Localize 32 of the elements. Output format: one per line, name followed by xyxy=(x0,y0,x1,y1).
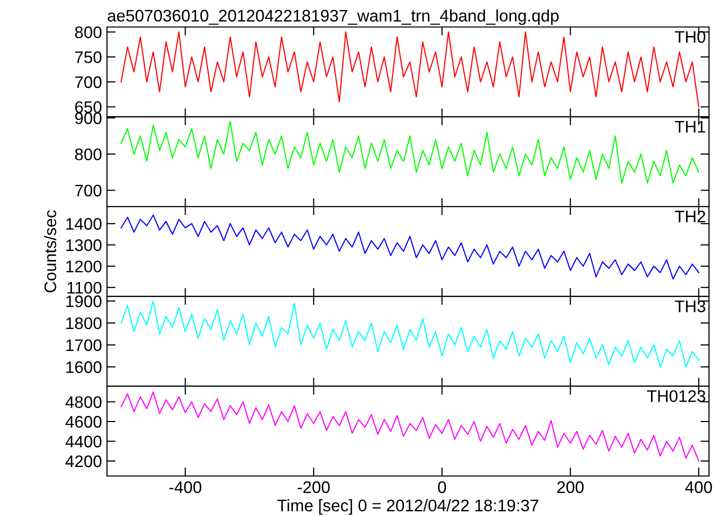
y-tick-label: 750 xyxy=(75,51,102,64)
y-tick-label: 1100 xyxy=(68,282,102,294)
x-tick-label: 400 xyxy=(685,481,712,494)
y-tick-label: 1200 xyxy=(66,260,102,272)
y-tick-label: 900 xyxy=(75,112,102,124)
x-axis-title: Time [sec] 0 = 2012/04/22 18:19:37 xyxy=(277,499,538,515)
y-tick-label: 4600 xyxy=(65,416,102,428)
x-tick-label: 200 xyxy=(557,481,584,494)
y-axis-title: Counts/sec xyxy=(44,210,56,292)
y-tick-label: 4200 xyxy=(65,455,102,468)
y-tick-label: 650 xyxy=(75,101,102,114)
y-tick-label: 1900 xyxy=(66,295,102,308)
y-tick-label: 1700 xyxy=(66,339,102,352)
text: TH2 xyxy=(674,210,706,222)
y-tick-label: 1600 xyxy=(66,361,102,374)
y-tick-label: 800 xyxy=(75,148,102,160)
chart-title: ae507036010_20120422181937_wam1_trn_4band_long.qdp xyxy=(108,9,559,25)
text: TH0123 xyxy=(647,390,706,402)
y-tick-label: 4800 xyxy=(65,396,102,408)
y-tick-label: 800 xyxy=(75,26,102,38)
y-tick-label: 700 xyxy=(75,76,102,88)
x-tick-label: -400 xyxy=(169,481,202,494)
series-label: TH0 xyxy=(674,31,706,43)
y-tick-label: 700 xyxy=(75,184,102,197)
series-label: TH1 xyxy=(674,121,706,132)
x-tick-label: 0 xyxy=(438,481,446,494)
x-tick-label: -200 xyxy=(298,481,330,494)
y-tick-label: 1400 xyxy=(66,218,102,230)
y-tick-label: 1300 xyxy=(66,239,102,252)
y-tick-label: 1800 xyxy=(66,317,102,330)
series-label: TH3 xyxy=(674,300,706,312)
y-tick-label: 4400 xyxy=(65,436,102,448)
